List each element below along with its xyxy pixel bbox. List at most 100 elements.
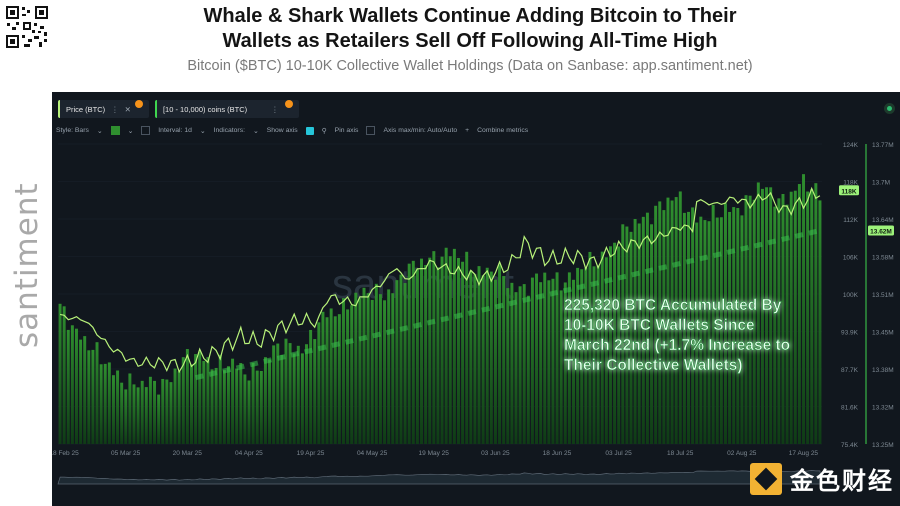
holdings-tick: 13.25M [872, 442, 894, 449]
price-tick: 87.7K [841, 367, 859, 374]
combine-metrics-button[interactable]: Combine metrics [477, 127, 529, 134]
price-tick: 100K [843, 292, 859, 299]
chevron-down-icon[interactable]: ⌄ [96, 127, 103, 135]
show-axis-label: Show axis [266, 127, 298, 134]
bar [797, 184, 801, 444]
bar [641, 216, 645, 444]
bar [637, 223, 641, 444]
bar [691, 207, 695, 444]
x-tick: 19 May 25 [419, 450, 450, 457]
bar [346, 309, 350, 444]
grid [58, 143, 822, 445]
style-select[interactable]: Style: Bars [56, 127, 89, 134]
bar [383, 300, 387, 444]
settings-dot-icon[interactable] [887, 106, 892, 111]
interval-select[interactable]: Interval: 1d [158, 127, 192, 134]
bar [325, 317, 329, 444]
bar [366, 293, 370, 444]
holdings-tick: 13.77M [872, 142, 894, 149]
axis-maxmin-select[interactable]: Axis max/min: Auto/Auto [383, 127, 458, 134]
toolbar: Style: Bars ⌄ ⌄ Interval: 1d ⌄ Indicator… [56, 126, 528, 135]
bar [214, 367, 218, 444]
bar [502, 276, 506, 444]
bar [403, 283, 407, 444]
bar [79, 339, 83, 444]
bar [263, 357, 267, 444]
price-tick: 112K [843, 217, 858, 224]
bar [120, 382, 124, 444]
holdings-tick: 13.64M [872, 217, 894, 224]
bar [711, 204, 715, 444]
bar [539, 282, 543, 444]
x-tick: 04 May 25 [357, 450, 388, 457]
title-line-2: Wallets as Retailers Sell Off Following … [222, 30, 718, 52]
bar [210, 369, 214, 444]
bar [235, 368, 239, 444]
more-icon[interactable]: ⋮ [271, 104, 279, 114]
bar [625, 226, 629, 444]
bar [485, 267, 489, 444]
bar [420, 258, 423, 444]
bar [165, 379, 169, 444]
bar [543, 272, 547, 444]
color-swatch-icon[interactable] [110, 126, 120, 135]
legend-holdings[interactable]: [10 - 10,000) coins (BTC) ⋮ [154, 100, 299, 118]
legend-holdings-label: [10 - 10,000) coins (BTC) [162, 104, 248, 114]
bar [765, 187, 769, 444]
bar [111, 375, 115, 444]
bar [518, 286, 522, 444]
settings-icon[interactable] [366, 126, 376, 135]
bar [719, 217, 723, 444]
bar [284, 338, 288, 444]
price-current-badge: 118K [839, 185, 859, 196]
pin-axis-label[interactable]: Pin axis [334, 127, 359, 134]
bar [350, 305, 354, 444]
bar [457, 257, 460, 444]
bar [424, 265, 428, 444]
bar [452, 248, 456, 444]
bar [226, 366, 230, 444]
indicators-select[interactable]: Indicators: [213, 127, 245, 134]
holdings-tick: 13.45M [872, 330, 894, 337]
bar [596, 265, 600, 444]
pin-icon[interactable]: ⚲ [321, 127, 327, 135]
close-icon[interactable]: ✕ [124, 104, 131, 114]
chevron-down-icon[interactable]: ⌄ [199, 127, 206, 135]
annotation: 225,320 BTC Accumulated By 10-10K BTC Wa… [564, 297, 791, 375]
legend-price[interactable]: Price (BTC) ⋮ ✕ [58, 100, 149, 118]
bar [547, 280, 551, 444]
x-tick: 05 Mar 25 [111, 450, 141, 457]
bar [218, 354, 222, 444]
bar [559, 290, 563, 444]
bar [736, 208, 740, 444]
bar [132, 384, 136, 444]
bar [58, 303, 62, 444]
x-tick: 18 Jul 25 [667, 450, 694, 457]
bar [769, 187, 773, 444]
bar [555, 272, 559, 444]
legend-price-label: Price (BTC) [66, 104, 106, 114]
legend: Price (BTC) ⋮ ✕ [10 - 10,000) coins (BTC… [58, 98, 299, 120]
bar [617, 246, 621, 444]
bar [444, 247, 448, 444]
bar [309, 329, 313, 444]
bar [300, 353, 304, 444]
grid-icon[interactable] [141, 126, 151, 135]
bar [728, 211, 732, 444]
chevron-down-icon[interactable]: ⌄ [252, 127, 259, 135]
bar [337, 314, 341, 444]
bar [678, 191, 682, 444]
bar [752, 199, 756, 444]
plus-icon[interactable]: + [465, 127, 470, 134]
bar [75, 328, 78, 444]
bar [576, 267, 580, 444]
bar [567, 272, 571, 444]
bar [440, 256, 444, 444]
chevron-down-icon[interactable]: ⌄ [127, 127, 134, 135]
more-icon[interactable]: ⋮ [111, 104, 119, 114]
bar [530, 277, 534, 444]
show-axis-checkbox[interactable] [305, 126, 314, 135]
bar [222, 370, 226, 444]
bar [387, 289, 391, 444]
navigator[interactable] [57, 470, 823, 485]
